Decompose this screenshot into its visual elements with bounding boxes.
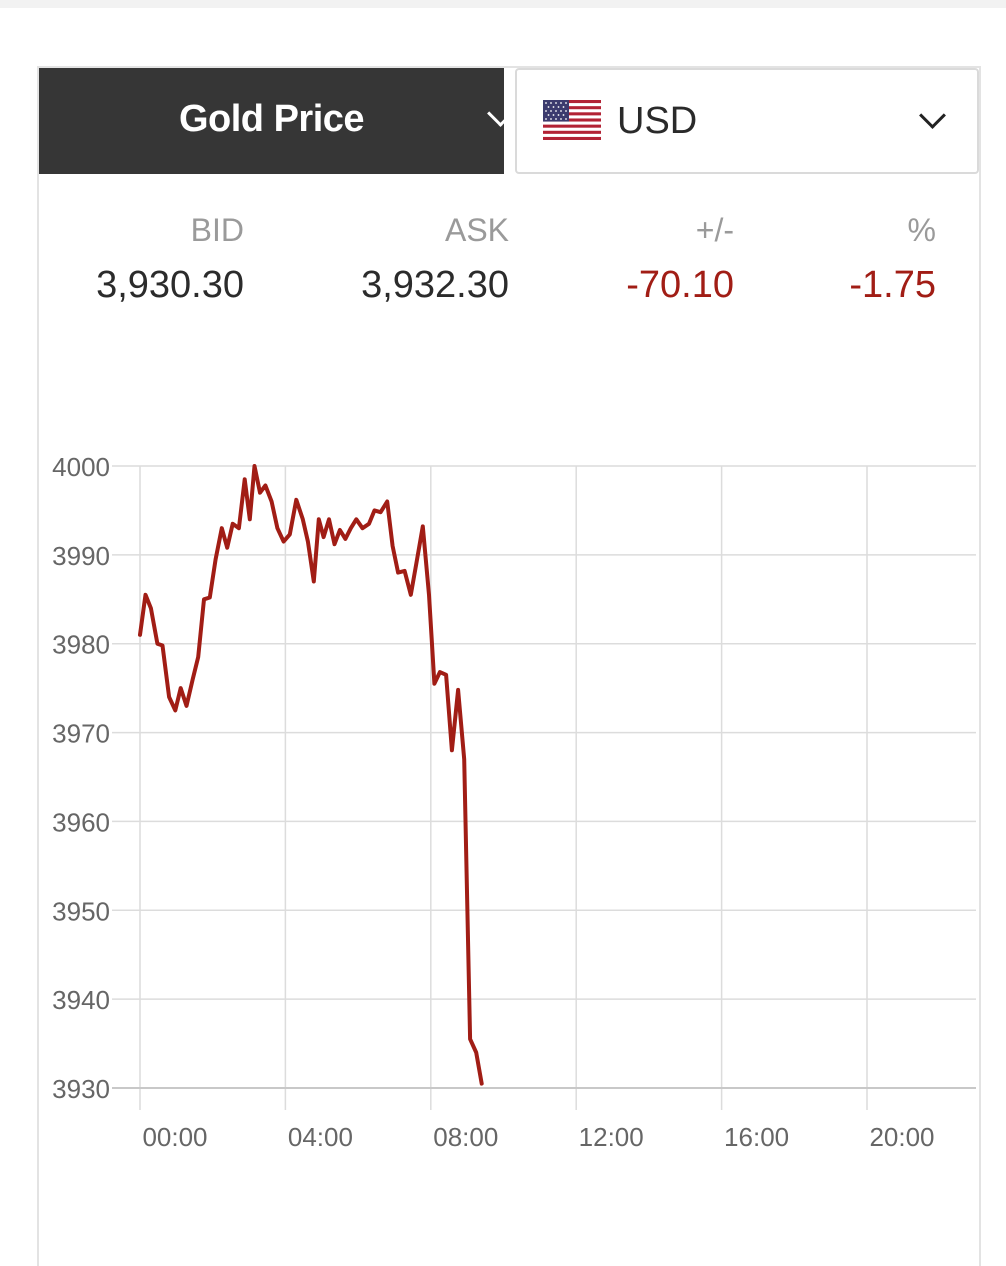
us-flag-icon	[543, 100, 601, 140]
chevron-down-icon	[919, 102, 946, 129]
ask-column: ASK 3,932.30	[289, 212, 509, 307]
percent-value: -1.75	[849, 264, 936, 306]
ask-label: ASK	[444, 212, 509, 248]
change-column: +/- -70.10	[514, 212, 734, 307]
percent-column: % -1.75	[716, 212, 936, 307]
change-value: -70.10	[626, 264, 734, 306]
percent-label: %	[907, 212, 936, 248]
currency-dropdown[interactable]: USD	[515, 68, 979, 174]
top-strip	[0, 0, 1006, 8]
metal-dropdown-label: Gold Price	[178, 98, 365, 140]
bid-column: BID 3,930.30	[24, 212, 244, 307]
ask-value: 3,932.30	[361, 264, 509, 306]
currency-dropdown-label: USD	[617, 100, 698, 142]
metal-dropdown[interactable]: Gold Price	[39, 68, 514, 174]
bid-value: 3,930.30	[96, 264, 244, 306]
change-label: +/-	[695, 212, 734, 248]
bid-label: BID	[190, 212, 244, 248]
